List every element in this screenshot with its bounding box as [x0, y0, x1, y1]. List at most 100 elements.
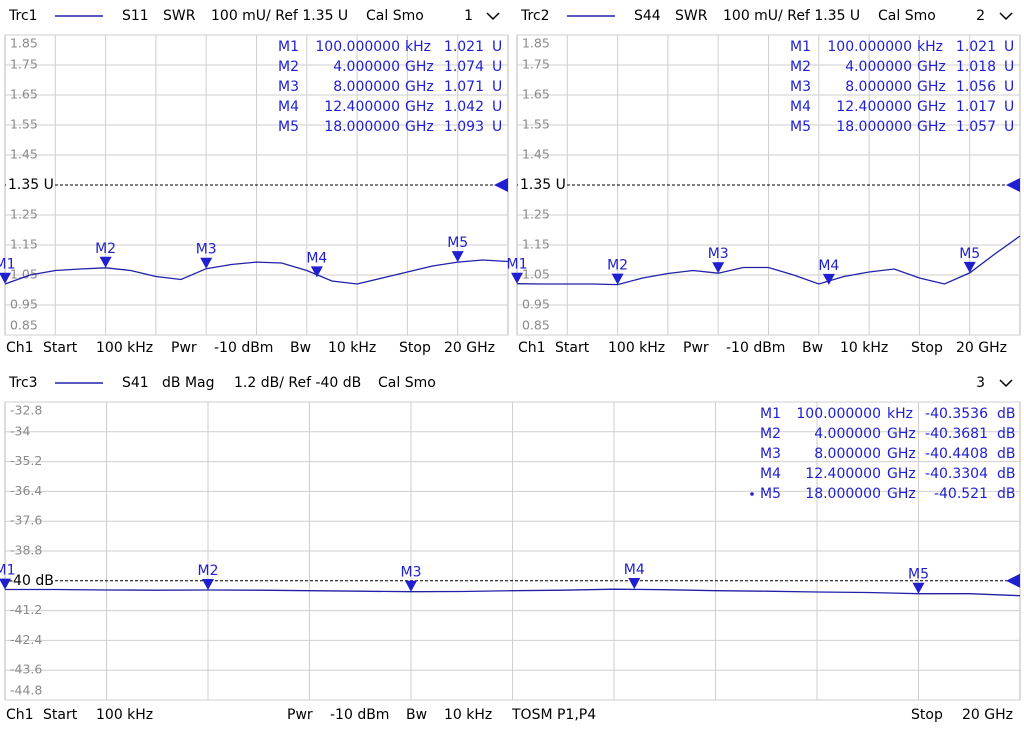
channel-footer-item: Bw: [802, 340, 823, 356]
marker-table-name: M4: [278, 99, 299, 115]
marker-table-unit: GHz: [917, 59, 946, 75]
channel-footer-item: Pwr: [287, 707, 313, 723]
marker-table-freq: 18.000000: [324, 119, 400, 135]
marker-table-value: 1.021: [956, 39, 996, 55]
marker-table-value-unit: dB: [997, 426, 1016, 442]
y-tick-label: -44.8: [10, 683, 42, 698]
y-tick-label: -41.2: [10, 602, 42, 617]
channel-footer-item: Stop: [911, 340, 943, 356]
marker-triangle: [404, 580, 417, 592]
marker-table-value: 1.057: [956, 119, 996, 135]
marker-table-value-unit: U: [492, 99, 502, 115]
y-tick-label: 1.05: [10, 267, 38, 282]
reference-label: 1.35 U: [520, 177, 566, 193]
active-marker-dot: [750, 492, 754, 496]
y-tick-label: 1.85: [10, 36, 38, 51]
marker-table-freq: 100.000000: [796, 406, 881, 422]
channel-footer-item: 100 kHz: [608, 340, 665, 356]
marker-triangle: [0, 578, 11, 590]
marker-label: M4: [818, 258, 839, 274]
marker-table-name: M1: [790, 39, 811, 55]
trace-header-cal: Cal Smo: [366, 8, 424, 24]
marker-table-value-unit: U: [1004, 99, 1014, 115]
trace-header-cal: Cal Smo: [378, 375, 436, 391]
y-tick-label: 0.95: [522, 297, 550, 312]
y-tick-label: 0.95: [10, 297, 38, 312]
channel-footer-item: -10 dBm: [726, 340, 785, 356]
y-tick-label: -32.8: [10, 403, 42, 418]
marker-table-name: M1: [760, 406, 781, 422]
marker-triangle: [963, 261, 976, 273]
marker-table-value-unit: U: [1004, 59, 1014, 75]
marker-table-unit: GHz: [887, 446, 916, 462]
marker-table-unit: kHz: [917, 39, 943, 55]
marker-table-freq: 100.000000: [827, 39, 912, 55]
marker-table-unit: GHz: [405, 119, 434, 135]
channel-footer-item: Bw: [406, 707, 427, 723]
y-tick-label: -37.6: [10, 513, 42, 528]
marker-label: M3: [400, 565, 421, 581]
y-tick-label: 1.65: [522, 87, 550, 102]
y-tick-label: 1.15: [522, 237, 550, 252]
marker-table-name: M2: [760, 426, 781, 442]
reference-arrow: [1006, 573, 1020, 588]
channel-footer-item: 10 kHz: [840, 340, 888, 356]
y-tick-label: 0.85: [10, 318, 38, 333]
marker-table-unit: GHz: [917, 79, 946, 95]
marker-triangle: [99, 256, 112, 268]
marker-table-value-unit: dB: [997, 446, 1016, 462]
y-tick-label: 1.75: [522, 57, 550, 72]
marker-label: M2: [95, 241, 116, 257]
marker-table-freq: 100.000000: [315, 39, 400, 55]
channel-footer-item: Stop: [911, 707, 943, 723]
marker-triangle: [511, 272, 523, 284]
trace-header-format: SWR: [163, 8, 196, 24]
y-tick-label: 1.85: [522, 36, 550, 51]
trace-line: [4, 259, 509, 285]
marker-table-value-unit: U: [492, 119, 502, 135]
marker-table-name: M4: [760, 466, 781, 482]
channel-footer-item: Ch1: [6, 707, 34, 723]
marker-label: M1: [0, 563, 16, 579]
marker-triangle: [200, 257, 213, 269]
trace-header-window: 1: [464, 8, 473, 24]
marker-table-value-unit: dB: [997, 466, 1016, 482]
channel-footer-item: Ch1: [518, 340, 546, 356]
marker-label: M3: [708, 246, 729, 262]
marker-label: M2: [607, 258, 628, 274]
y-tick-label: -42.4: [10, 632, 42, 647]
marker-table-unit: GHz: [405, 79, 434, 95]
reference-label: -40 dB: [8, 573, 54, 589]
marker-table-unit: GHz: [405, 59, 434, 75]
marker-table-value: 1.021: [444, 39, 484, 55]
channel-footer-item: 20 GHz: [962, 707, 1013, 723]
marker-table-value: -40.3304: [925, 466, 988, 482]
channel-footer-item: 10 kHz: [328, 340, 376, 356]
reference-label-bg: [6, 572, 54, 589]
marker-table-unit: kHz: [405, 39, 431, 55]
y-tick-label: 1.45: [522, 147, 550, 162]
channel-footer-item: 10 kHz: [444, 707, 492, 723]
y-tick-label: 1.15: [10, 237, 38, 252]
marker-triangle: [310, 266, 323, 278]
y-tick-label: -43.6: [10, 662, 42, 677]
marker-triangle: [822, 273, 835, 285]
channel-footer-item: Start: [555, 340, 590, 356]
marker-table-freq: 12.400000: [324, 99, 400, 115]
y-tick-label: 1.55: [10, 117, 38, 132]
window-menu-caret[interactable]: [999, 379, 1013, 388]
y-tick-label: 0.85: [522, 318, 550, 333]
marker-table-name: M3: [790, 79, 811, 95]
marker-table-freq: 18.000000: [805, 486, 881, 502]
trace-header-scale: 1.2 dB/ Ref -40 dB: [234, 375, 361, 391]
reference-label: 1.35 U: [8, 177, 54, 193]
window-menu-caret[interactable]: [486, 12, 500, 21]
marker-table-freq: 12.400000: [836, 99, 912, 115]
channel-footer-item: Stop: [399, 340, 431, 356]
channel-footer-item: 20 GHz: [956, 340, 1007, 356]
trace-header-param: S44: [634, 8, 661, 24]
marker-table-unit: GHz: [917, 99, 946, 115]
marker-table-unit: GHz: [917, 119, 946, 135]
window-menu-caret[interactable]: [999, 12, 1013, 21]
y-tick-label: 1.75: [10, 57, 38, 72]
